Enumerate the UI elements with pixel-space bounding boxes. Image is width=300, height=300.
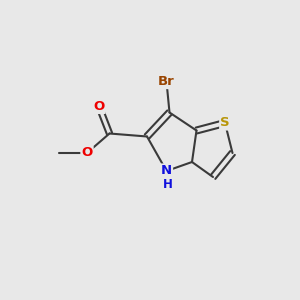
Text: O: O — [93, 100, 105, 113]
Text: N: N — [161, 164, 172, 178]
Text: H: H — [163, 178, 172, 191]
Text: O: O — [81, 146, 93, 160]
Text: Br: Br — [158, 75, 175, 88]
Text: S: S — [220, 116, 230, 130]
